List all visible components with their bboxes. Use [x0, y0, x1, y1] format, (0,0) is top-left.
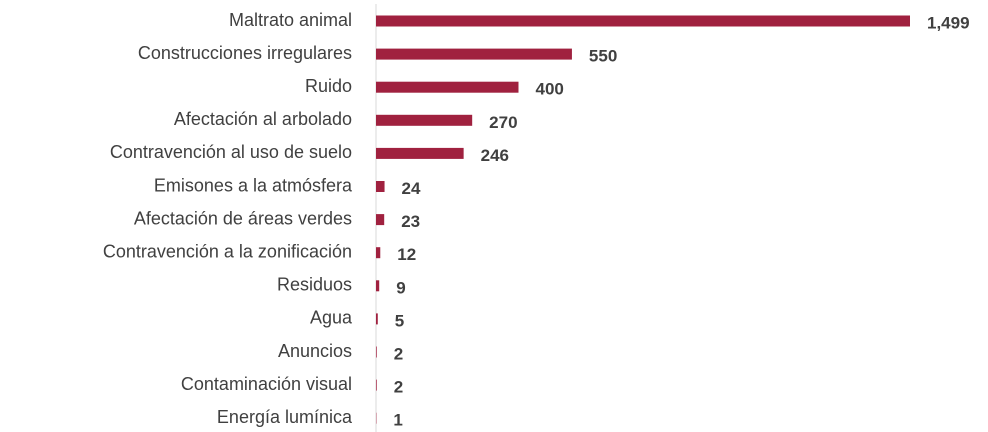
value-label: 1 [393, 411, 402, 430]
bar [376, 346, 377, 358]
value-label: 400 [535, 80, 563, 99]
category-label: Contaminación visual [181, 374, 352, 394]
value-label: 270 [489, 113, 517, 132]
bar [376, 214, 385, 226]
category-label: Construcciones irregulares [138, 43, 352, 63]
value-label: 2 [394, 378, 403, 397]
value-label: 1,499 [927, 13, 970, 32]
category-label: Agua [310, 308, 353, 328]
bar [376, 379, 377, 391]
value-label: 23 [401, 212, 420, 231]
category-label: Contravención al uso de suelo [110, 142, 352, 162]
bar [376, 247, 381, 259]
bar [376, 15, 910, 27]
category-label: Afectación al arbolado [174, 109, 352, 129]
value-label: 550 [589, 47, 617, 66]
bar [376, 280, 380, 292]
category-label: Energía lumínica [217, 407, 353, 427]
bar [376, 114, 473, 126]
bar [376, 313, 378, 325]
bar [376, 48, 572, 60]
category-label: Emisones a la atmósfera [154, 175, 353, 195]
bar [376, 81, 519, 93]
category-label: Contravención a la zonificación [103, 241, 352, 261]
value-label: 2 [394, 344, 403, 363]
category-label: Anuncios [278, 341, 352, 361]
value-label: 24 [402, 179, 421, 198]
value-label: 246 [481, 146, 509, 165]
value-label: 5 [395, 311, 404, 330]
category-label: Residuos [277, 275, 352, 295]
value-label: 12 [397, 245, 416, 264]
bar [376, 147, 464, 159]
category-label: Maltrato animal [229, 10, 352, 30]
bar [376, 181, 385, 192]
value-label: 9 [396, 278, 405, 297]
category-label: Afectación de áreas verdes [134, 208, 352, 228]
category-label: Ruido [305, 76, 352, 96]
